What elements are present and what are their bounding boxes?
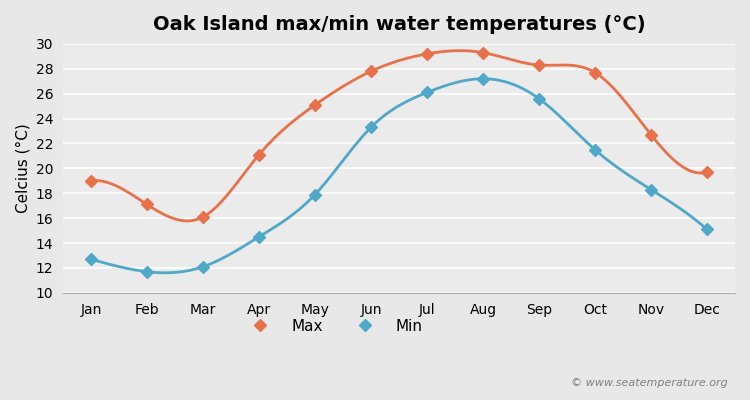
Max [199, 214, 208, 219]
Min [254, 234, 263, 239]
Y-axis label: Celcius (°C): Celcius (°C) [15, 124, 30, 213]
Max [590, 70, 599, 75]
Max [703, 170, 712, 174]
Min [646, 187, 656, 192]
Min [590, 147, 599, 152]
Max [646, 132, 656, 137]
Title: Oak Island max/min water temperatures (°C): Oak Island max/min water temperatures (°… [153, 15, 645, 34]
Min [367, 125, 376, 130]
Max [422, 52, 431, 56]
Min [199, 264, 208, 269]
Min [478, 76, 488, 81]
Line: Min: Min [87, 74, 711, 276]
Min [535, 96, 544, 101]
Min [422, 90, 431, 95]
Min [703, 227, 712, 232]
Max [86, 178, 95, 183]
Max [478, 50, 488, 55]
Line: Max: Max [87, 48, 711, 221]
Legend: Max, Min: Max, Min [235, 313, 429, 340]
Max [535, 63, 544, 68]
Text: © www.seatemperature.org: © www.seatemperature.org [571, 378, 728, 388]
Min [86, 257, 95, 262]
Max [142, 202, 152, 207]
Max [310, 102, 320, 107]
Min [142, 269, 152, 274]
Max [367, 69, 376, 74]
Max [254, 152, 263, 157]
Min [310, 192, 320, 197]
